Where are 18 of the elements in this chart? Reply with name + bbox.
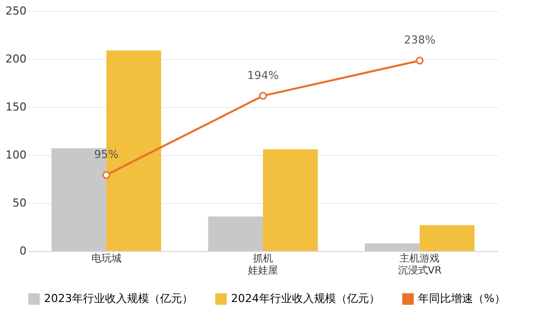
legend-label: 2023年行业收入规模（亿元） — [44, 292, 193, 305]
y-tick-label: 100 — [6, 148, 26, 162]
y-tick-label: 250 — [6, 4, 26, 18]
bar — [263, 149, 318, 251]
legend-label: 年同比增速（%） — [418, 292, 506, 305]
data-label: 238% — [404, 34, 436, 47]
y-tick-label: 150 — [6, 100, 26, 114]
legend-label: 2024年行业收入规模（亿元） — [231, 292, 380, 305]
y-tick-label: 50 — [12, 196, 26, 210]
data-label: 194% — [247, 68, 279, 82]
x-tick-label: 主机游戏沉浸式VR — [398, 252, 442, 276]
x-tick-label: 抓机娃娃屋 — [248, 252, 278, 276]
bar — [364, 243, 420, 251]
y-tick-label: 0 — [20, 244, 26, 258]
y-tick-label: 200 — [6, 52, 26, 66]
bar — [208, 216, 263, 251]
x-tick-label: 电玩城 — [91, 252, 122, 264]
bar — [420, 225, 474, 251]
